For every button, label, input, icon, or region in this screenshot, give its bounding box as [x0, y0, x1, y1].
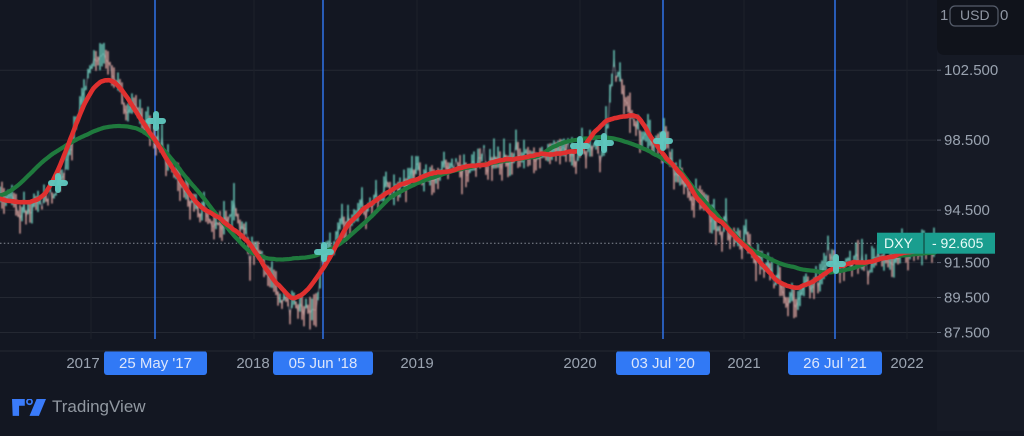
svg-text:- 92.605: - 92.605: [932, 235, 984, 251]
svg-text:05 Jun '18: 05 Jun '18: [289, 355, 358, 372]
svg-text:03 Jul '20: 03 Jul '20: [631, 355, 695, 372]
svg-text:2022: 2022: [890, 355, 923, 372]
svg-text:25 May '17: 25 May '17: [119, 355, 192, 372]
svg-text:DXY: DXY: [884, 235, 913, 251]
svg-text:2017: 2017: [66, 355, 99, 372]
svg-text:1: 1: [940, 7, 948, 24]
svg-text:2020: 2020: [563, 355, 596, 372]
svg-text:91.500: 91.500: [944, 255, 990, 272]
svg-text:89.500: 89.500: [944, 290, 990, 307]
svg-text:USD: USD: [960, 7, 990, 23]
svg-text:2021: 2021: [727, 355, 760, 372]
svg-text:0: 0: [1000, 7, 1008, 24]
svg-text:87.500: 87.500: [944, 325, 990, 342]
svg-text:2019: 2019: [400, 355, 433, 372]
svg-text:2018: 2018: [236, 355, 269, 372]
svg-text:98.500: 98.500: [944, 132, 990, 149]
svg-text:94.500: 94.500: [944, 202, 990, 219]
svg-text:26 Jul '21: 26 Jul '21: [803, 355, 867, 372]
svg-text:102.500: 102.500: [944, 62, 998, 79]
